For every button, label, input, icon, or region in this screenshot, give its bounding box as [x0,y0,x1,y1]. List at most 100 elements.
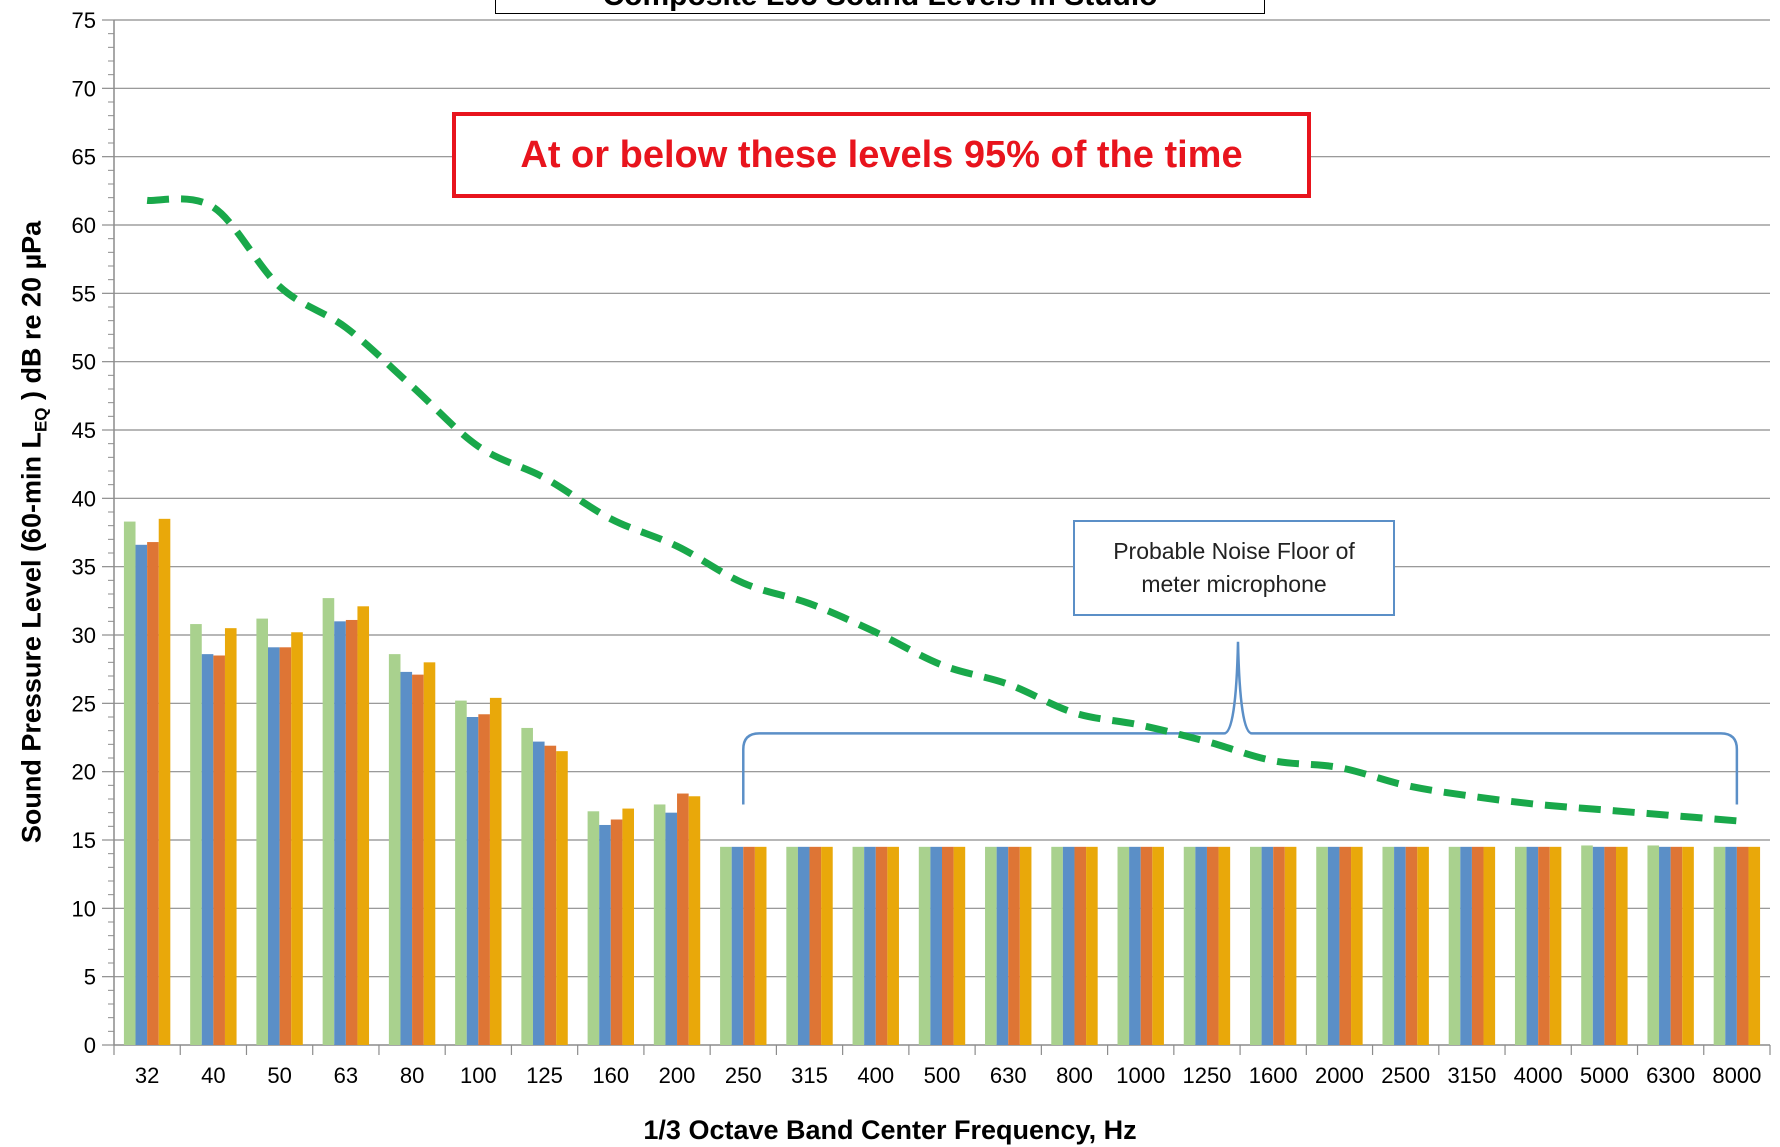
bar [821,846,833,1045]
bar [887,846,899,1045]
bar [1748,846,1761,1045]
x-tick-label: 40 [201,1063,225,1088]
bar [587,811,600,1045]
y-tick-label: 30 [72,623,96,648]
bar [123,521,136,1045]
y-tick-label: 40 [72,486,96,511]
x-axis-label: 1/3 Octave Band Center Frequency, Hz [643,1115,1137,1145]
x-tick-label: 630 [990,1063,1027,1088]
bar [797,846,810,1045]
bar [985,846,997,1045]
bar [147,542,159,1045]
bar [224,628,237,1045]
x-tick-label: 400 [857,1063,894,1088]
bar [1117,846,1130,1045]
bar [1051,846,1063,1045]
y-tick-label: 75 [72,8,96,33]
bar [599,824,611,1045]
bar [334,621,346,1045]
bar [1549,846,1562,1045]
x-tick-label: 5000 [1580,1063,1629,1088]
bar [158,518,171,1045]
y-tick-label: 15 [72,828,96,853]
y-tick-label: 60 [72,213,96,238]
y-tick-label: 35 [72,555,96,580]
bar [1670,846,1683,1045]
bar [1713,846,1726,1045]
bar [754,846,767,1045]
bar [1659,846,1671,1045]
bar [743,846,755,1045]
bar [1471,846,1484,1045]
x-tick-label: 200 [659,1063,696,1088]
bar [201,654,214,1045]
x-tick-label: 800 [1056,1063,1093,1088]
bar [1460,846,1472,1045]
bar [1008,846,1020,1045]
y-tick-label: 65 [72,145,96,170]
bar [1129,846,1141,1045]
y-axis-label-tail: ) dB re 20 µPa [16,220,47,408]
bar [677,793,689,1045]
bar [720,846,732,1045]
x-tick-label: 6300 [1646,1063,1695,1088]
bar [1327,846,1340,1045]
bar [1086,846,1098,1045]
y-tick-label: 5 [84,965,96,990]
bar [532,741,545,1045]
bar [1725,846,1737,1045]
bar [852,846,865,1045]
x-tick-label: 8000 [1712,1063,1761,1088]
y-tick-label: 70 [72,76,96,101]
y-axis-label: Sound Pressure Level (60-min LEQ ) dB re… [16,221,51,843]
bar [388,654,401,1045]
x-tick-label: 160 [592,1063,629,1088]
y-axis-label-sub: EQ [31,407,51,433]
x-tick-label: 2000 [1315,1063,1364,1088]
bar [1152,846,1164,1045]
bar [1019,846,1032,1045]
bar [279,647,292,1045]
bar [875,846,888,1045]
y-tick-label: 10 [72,896,96,921]
bar [731,846,744,1045]
bar [478,714,490,1045]
bar [291,632,303,1045]
x-tick-label: 4000 [1514,1063,1563,1088]
noise-floor-bracket [742,641,1739,805]
bar [1581,845,1593,1045]
bar [213,655,225,1045]
x-tick-label: 2500 [1381,1063,1430,1088]
bar [1616,846,1628,1045]
x-tick-label: 1000 [1116,1063,1165,1088]
bar [1682,846,1694,1045]
bar [1526,846,1539,1045]
bar [930,846,942,1045]
bar [1316,846,1328,1045]
noise-floor-note: Probable Noise Floor of meter microphone [1073,520,1395,616]
x-tick-label: 1250 [1182,1063,1231,1088]
bar [665,812,678,1045]
y-tick-label: 55 [72,281,96,306]
bar [942,846,954,1045]
bar [1417,846,1429,1045]
bar [423,662,436,1045]
bar [1250,846,1262,1045]
bar [1339,846,1352,1045]
annotation-callout: At or below these levels 95% of the time [452,112,1311,198]
bar [357,606,370,1045]
x-tick-label: 100 [460,1063,497,1088]
bar [996,846,1009,1045]
bar [918,846,931,1045]
x-tick-label: 3150 [1447,1063,1496,1088]
y-tick-label: 0 [84,1033,96,1058]
bar [190,624,202,1045]
bar [1647,845,1660,1045]
bar [1514,846,1527,1045]
y-tick-label: 50 [72,350,96,375]
bar [1273,846,1285,1045]
bar [556,751,568,1045]
bar [412,674,424,1045]
x-tick-label: 125 [526,1063,563,1088]
bar [864,846,876,1045]
